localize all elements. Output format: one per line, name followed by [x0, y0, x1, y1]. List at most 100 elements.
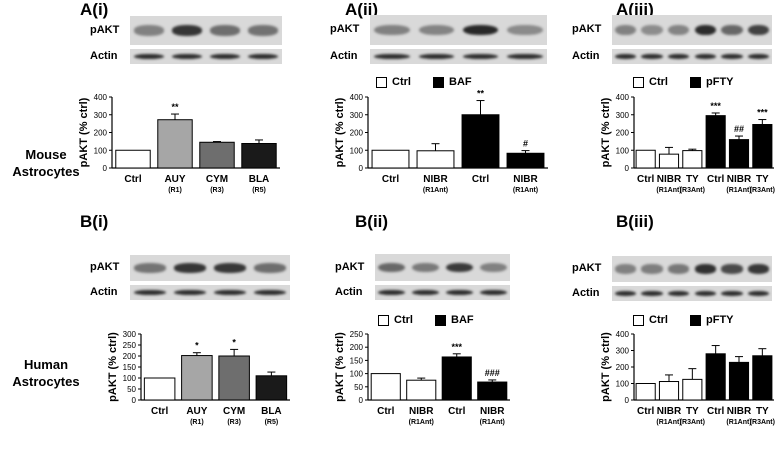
bar — [705, 115, 726, 169]
blot-band — [133, 25, 165, 36]
blot-band — [174, 289, 206, 296]
blot-label-actin: Actin — [330, 49, 358, 62]
blot-band — [479, 289, 507, 296]
blot-band — [614, 53, 636, 60]
bar-chart: 0 50 100 150 200 250 pAKT (% ctrl) Ctrl NIBR (R1A… — [334, 330, 510, 426]
row-label-human: Human Astrocytes — [0, 356, 92, 390]
blot-strip-pakt — [370, 15, 547, 45]
y-tick-label: 250 — [123, 341, 137, 350]
category-label: TY — [756, 406, 769, 417]
bar — [682, 378, 703, 401]
blot-band — [247, 53, 279, 60]
bar — [658, 153, 680, 169]
blot-band — [748, 53, 770, 60]
bar-chart: 0 100 200 300 400 pAKT (% ctrl) Ctrl ** AUY (R1) C… — [78, 93, 280, 194]
y-tick-label: 100 — [94, 146, 108, 155]
bar — [635, 383, 656, 401]
y-tick-label: 300 — [616, 111, 630, 120]
category-label: AUY — [186, 406, 207, 417]
category-sublabel: (R1) — [190, 419, 204, 426]
blot-strip-pakt — [130, 16, 282, 45]
bar — [728, 139, 750, 169]
category-label: Ctrl — [707, 174, 724, 185]
category-label: AUY — [164, 174, 185, 185]
category-sublabel: (R3Ant) — [750, 187, 775, 194]
blot-label-pakt: pAKT — [335, 260, 365, 273]
y-tick-label: 100 — [350, 146, 364, 155]
legend-label: Ctrl — [649, 76, 668, 88]
y-tick-label: 200 — [350, 129, 364, 138]
panel-label: A(ii) — [345, 0, 379, 19]
category-sublabel: (R3Ant) — [680, 419, 705, 426]
category-label: NIBR — [423, 174, 448, 185]
y-tick-label: 0 — [625, 164, 630, 173]
blot-band — [641, 264, 663, 274]
blot-band — [418, 24, 455, 36]
y-tick-label: 400 — [94, 93, 108, 102]
y-tick-label: 250 — [350, 330, 364, 339]
bar-chart: 0 100 200 300 400 pAKT (% ctrl) Ctrl NIBR (R1Ant… — [334, 89, 548, 194]
significance-label: * — [195, 341, 199, 351]
y-tick-label: 200 — [616, 363, 630, 372]
y-tick-label: 300 — [616, 347, 630, 356]
y-tick-label: 100 — [616, 380, 630, 389]
blot-band — [748, 24, 770, 36]
category-sublabel: (R3Ant) — [680, 187, 705, 194]
significance-label: ### — [485, 368, 500, 378]
category-sublabel: (R1Ant) — [423, 187, 448, 194]
blot-band — [171, 25, 203, 36]
y-tick-label: 150 — [350, 356, 364, 365]
legend-label: Ctrl — [649, 314, 668, 326]
blot-band — [668, 24, 690, 36]
blot-label-pakt: pAKT — [572, 23, 602, 35]
bar — [658, 381, 680, 401]
category-sublabel: (R1Ant) — [409, 419, 434, 426]
bar — [635, 149, 656, 169]
blot-band — [641, 53, 663, 60]
blot-band — [418, 53, 455, 60]
blot-band — [247, 25, 279, 36]
blot-label-pakt: pAKT — [90, 23, 120, 36]
blot-band — [748, 290, 770, 297]
blot-label-actin: Actin — [90, 49, 118, 62]
blot-band — [694, 24, 716, 36]
y-tick-label: 100 — [616, 146, 630, 155]
blot-band — [721, 290, 743, 297]
y-tick-label: 0 — [132, 396, 137, 405]
y-tick-label: 200 — [616, 129, 630, 138]
category-label: Ctrl — [707, 406, 724, 417]
blot-strip-pakt — [375, 254, 510, 281]
bar — [506, 152, 545, 169]
row-label-mouse: Mouse Astrocytes — [0, 146, 92, 180]
bar — [157, 119, 193, 169]
category-sublabel: (R3Ant) — [750, 419, 775, 426]
blot-band — [445, 289, 473, 296]
legend-swatch — [633, 315, 644, 326]
blot-band — [134, 263, 166, 273]
significance-label: ## — [734, 124, 744, 134]
bar — [752, 124, 773, 169]
category-label: Ctrl — [382, 174, 399, 185]
bar — [728, 361, 750, 401]
bar-chart: 0 50 100 150 200 250 300 pAKT (% ctrl) Ctrl * AUY (… — [107, 330, 290, 426]
y-axis-label: pAKT (% ctrl) — [600, 97, 612, 167]
blot-band — [445, 262, 473, 273]
category-sublabel: (R1Ant) — [726, 187, 751, 194]
bar — [255, 375, 288, 401]
category-label: Ctrl — [124, 174, 141, 185]
category-label: Ctrl — [472, 174, 489, 185]
blot-band — [174, 263, 206, 273]
blot-band — [374, 53, 410, 60]
bar — [752, 355, 773, 401]
blot-band — [412, 289, 440, 296]
blot-band — [214, 289, 246, 296]
legend-swatch — [378, 315, 389, 326]
bar — [705, 353, 726, 401]
blot-label-pakt: pAKT — [572, 262, 602, 274]
category-sublabel: (R1Ant) — [480, 419, 505, 426]
blot-band — [614, 24, 636, 36]
blot-label-actin: Actin — [572, 49, 600, 62]
blot-band — [214, 263, 246, 273]
row-label-human-line1: Human — [23, 357, 69, 372]
blot-band — [668, 264, 690, 274]
